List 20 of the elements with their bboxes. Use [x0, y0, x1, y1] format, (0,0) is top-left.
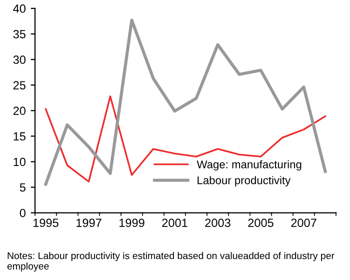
y-tick-label: 0 — [20, 208, 26, 218]
y-tick-label: 25 — [13, 81, 26, 90]
y-tick-label: 5 — [20, 183, 26, 192]
y-tick-label: 20 — [13, 106, 26, 115]
x-tick-label: 2001 — [162, 218, 188, 228]
y-tick-label: 15 — [14, 132, 26, 141]
x-tick-label: 1995 — [34, 218, 58, 228]
text: Notes: Labour productivity is estimated based on valueadded of industry per employee — [7, 252, 334, 272]
y-tick-label: 30 — [13, 56, 26, 64]
line-series — [44, 18, 327, 186]
y-tick-label: 35 — [13, 30, 26, 38]
x-tick-label: 2003 — [205, 218, 230, 228]
y-tick-label: 40 — [13, 4, 26, 13]
y-tick-label: 10 — [14, 158, 26, 166]
x-tick-label: 1999 — [120, 218, 144, 228]
legend-label: Labour productivity — [198, 176, 291, 186]
x-tick-label: 1997 — [76, 218, 102, 228]
x-tick-label: 2007 — [291, 218, 316, 228]
legend-label: Wage: manufacturing — [196, 160, 302, 171]
x-tick-label: 2005 — [248, 218, 274, 228]
